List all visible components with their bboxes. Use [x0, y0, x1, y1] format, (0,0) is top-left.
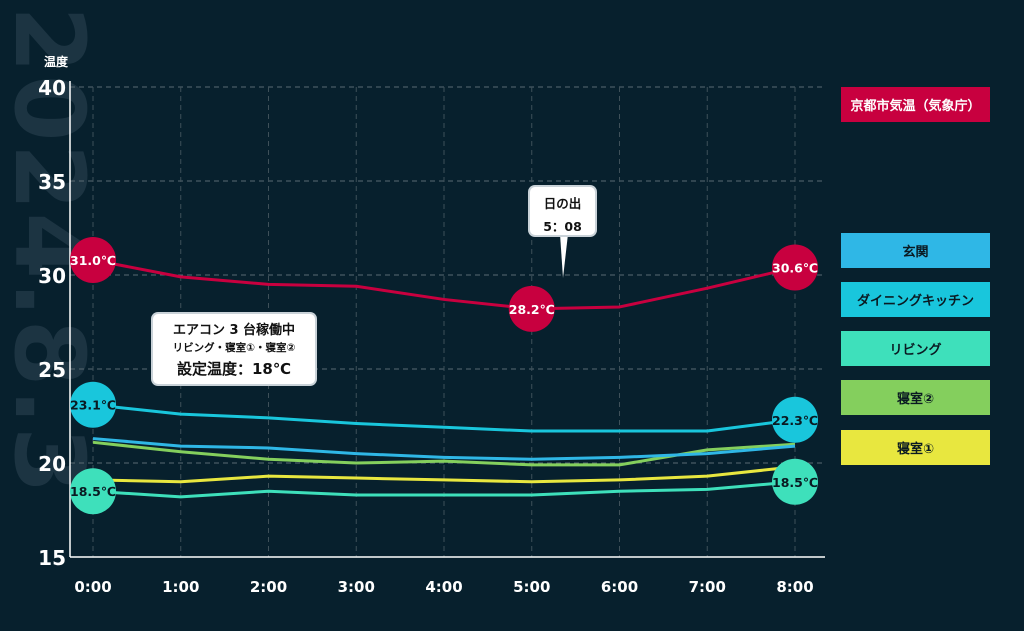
y-tick-label: 35 [38, 170, 66, 194]
series-line [92, 403, 796, 433]
data-label-marker [772, 458, 818, 505]
x-tick-label: 6:00 [601, 578, 638, 596]
data-label: 31.0℃ [70, 253, 116, 268]
legend-entry: 寝室② [841, 380, 990, 415]
data-label-marker [70, 468, 116, 515]
x-tick-label: 3:00 [338, 578, 375, 596]
aircon-note: エアコン 3 台稼働中 リビング・寝室①・寝室② 設定温度：18℃ [153, 314, 315, 384]
y-tick-label: 15 [38, 546, 66, 570]
series-line [92, 258, 796, 311]
data-label-marker [772, 396, 818, 443]
data-label: 28.2℃ [509, 302, 555, 317]
data-label: 22.3℃ [772, 413, 818, 428]
legend-entry: ダイニングキッチン [841, 282, 990, 317]
series-line [92, 465, 796, 484]
data-label-marker [70, 236, 116, 283]
aircon-note-line3: 設定温度：18℃ [176, 360, 292, 378]
x-tick-label: 1:00 [162, 578, 199, 596]
aircon-note-line2: リビング・寝室①・寝室② [172, 342, 296, 354]
x-tick-label: 2:00 [250, 578, 287, 596]
series-line [92, 480, 796, 499]
data-label: 23.1℃ [70, 398, 116, 413]
data-label: 30.6℃ [772, 260, 818, 275]
aircon-note-line1: エアコン 3 台稼働中 [172, 323, 296, 338]
sunrise-pointer [560, 234, 568, 278]
sunrise-note-time: 5：08 [543, 219, 582, 234]
data-label-marker [772, 244, 818, 291]
data-label: 18.5℃ [772, 475, 818, 490]
sunrise-note-title: 日の出 [543, 196, 582, 211]
legend-entry: 京都市気温（気象庁） [841, 87, 990, 122]
data-label-marker [70, 381, 116, 428]
sunrise-note: 日の出 5：08 [530, 187, 595, 235]
legend-entry: リビング [841, 331, 990, 366]
x-tick-label: 4:00 [425, 578, 462, 596]
y-tick-label: 30 [38, 264, 66, 288]
y-tick-label: 25 [38, 358, 66, 382]
x-tick-label: 8:00 [776, 578, 813, 596]
x-tick-label: 7:00 [689, 578, 726, 596]
data-label-marker [508, 285, 555, 332]
data-label: 18.5℃ [70, 484, 116, 499]
y-tick-label: 40 [38, 76, 66, 100]
legend-entry: 寝室① [841, 430, 990, 465]
legend-entry: 玄関 [841, 233, 990, 268]
series-line [92, 437, 796, 461]
y-tick-label: 20 [38, 452, 66, 476]
x-tick-label: 0:00 [74, 578, 111, 596]
y-axis-label: 温度 [44, 54, 69, 69]
x-tick-label: 5:00 [513, 578, 550, 596]
